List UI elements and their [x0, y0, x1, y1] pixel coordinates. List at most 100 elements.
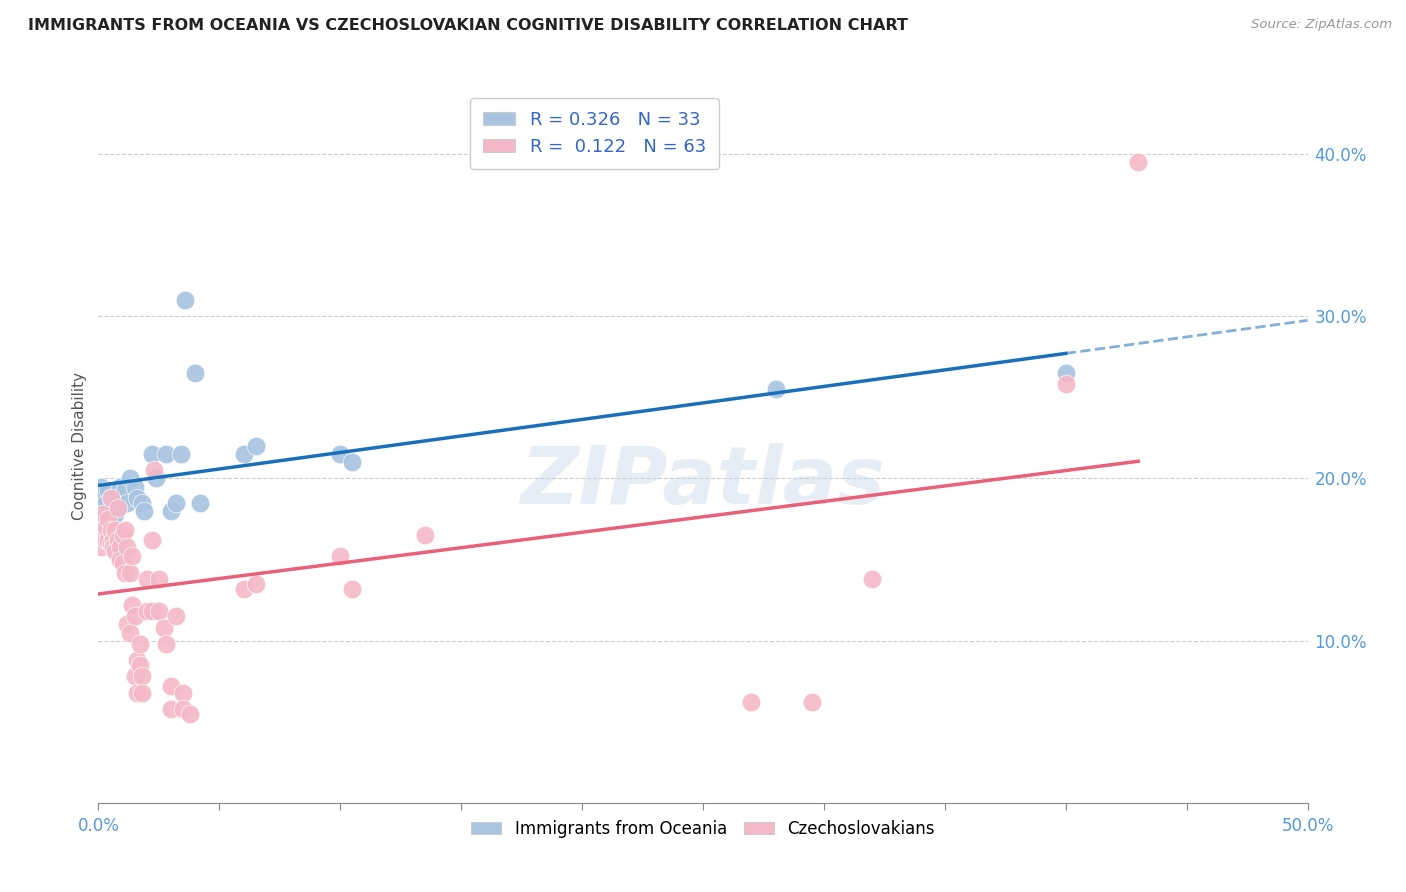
Point	[141, 533, 163, 547]
Point	[91, 507, 114, 521]
Point	[118, 471, 141, 485]
Text: Source: ZipAtlas.com: Source: ZipAtlas.com	[1251, 18, 1392, 31]
Point	[97, 512, 120, 526]
Point	[1054, 366, 1077, 380]
Point	[104, 524, 127, 538]
Point	[91, 488, 114, 502]
Point	[94, 520, 117, 534]
Point	[740, 695, 762, 709]
Point	[87, 484, 110, 499]
Point	[118, 625, 141, 640]
Point	[121, 598, 143, 612]
Point	[131, 496, 153, 510]
Point	[184, 366, 207, 380]
Point	[860, 572, 883, 586]
Point	[100, 491, 122, 505]
Point	[145, 471, 167, 485]
Point	[100, 491, 122, 505]
Point	[165, 609, 187, 624]
Point	[127, 653, 149, 667]
Point	[97, 483, 120, 497]
Point	[135, 604, 157, 618]
Point	[131, 669, 153, 683]
Point	[117, 496, 139, 510]
Point	[232, 582, 254, 596]
Point	[114, 524, 136, 538]
Point	[245, 577, 267, 591]
Point	[101, 533, 124, 547]
Point	[94, 496, 117, 510]
Point	[121, 549, 143, 564]
Point	[108, 479, 131, 493]
Point	[117, 617, 139, 632]
Point	[165, 496, 187, 510]
Point	[152, 621, 174, 635]
Point	[94, 533, 117, 547]
Point	[160, 702, 183, 716]
Point	[329, 549, 352, 564]
Point	[155, 637, 177, 651]
Point	[100, 536, 122, 550]
Point	[1128, 155, 1150, 169]
Point	[135, 572, 157, 586]
Point	[141, 447, 163, 461]
Point	[172, 702, 194, 716]
Point	[188, 496, 211, 510]
Point	[124, 669, 146, 683]
Point	[111, 491, 134, 505]
Point	[127, 491, 149, 505]
Point	[114, 566, 136, 580]
Point	[107, 488, 129, 502]
Point	[118, 566, 141, 580]
Point	[342, 455, 364, 469]
Point	[179, 706, 201, 721]
Point	[134, 504, 156, 518]
Y-axis label: Cognitive Disability: Cognitive Disability	[72, 372, 87, 520]
Point	[148, 572, 170, 586]
Point	[174, 293, 197, 307]
Point	[128, 657, 150, 672]
Text: ZIPatlas: ZIPatlas	[520, 442, 886, 521]
Point	[100, 524, 122, 538]
Point	[107, 533, 129, 547]
Point	[169, 447, 191, 461]
Point	[172, 685, 194, 699]
Point	[107, 500, 129, 515]
Point	[127, 685, 149, 699]
Point	[245, 439, 267, 453]
Point	[101, 540, 124, 554]
Point	[104, 544, 127, 558]
Point	[108, 552, 131, 566]
Point	[104, 507, 127, 521]
Point	[124, 479, 146, 493]
Point	[91, 528, 114, 542]
Point	[90, 528, 112, 542]
Point	[101, 499, 124, 513]
Point	[155, 447, 177, 461]
Point	[141, 604, 163, 618]
Point	[111, 528, 134, 542]
Point	[148, 604, 170, 618]
Point	[90, 540, 112, 554]
Legend: Immigrants from Oceania, Czechoslovakians: Immigrants from Oceania, Czechoslovakian…	[465, 814, 941, 845]
Point	[131, 685, 153, 699]
Point	[342, 582, 364, 596]
Point	[114, 483, 136, 497]
Point	[160, 504, 183, 518]
Point	[1054, 377, 1077, 392]
Point	[108, 540, 131, 554]
Point	[90, 479, 112, 493]
Point	[97, 533, 120, 547]
Point	[128, 637, 150, 651]
Point	[143, 463, 166, 477]
Text: IMMIGRANTS FROM OCEANIA VS CZECHOSLOVAKIAN COGNITIVE DISABILITY CORRELATION CHAR: IMMIGRANTS FROM OCEANIA VS CZECHOSLOVAKI…	[28, 18, 908, 33]
Point	[124, 609, 146, 624]
Point	[765, 382, 787, 396]
Point	[232, 447, 254, 461]
Point	[111, 556, 134, 570]
Point	[329, 447, 352, 461]
Point	[800, 695, 823, 709]
Point	[160, 679, 183, 693]
Point	[117, 540, 139, 554]
Point	[87, 512, 110, 526]
